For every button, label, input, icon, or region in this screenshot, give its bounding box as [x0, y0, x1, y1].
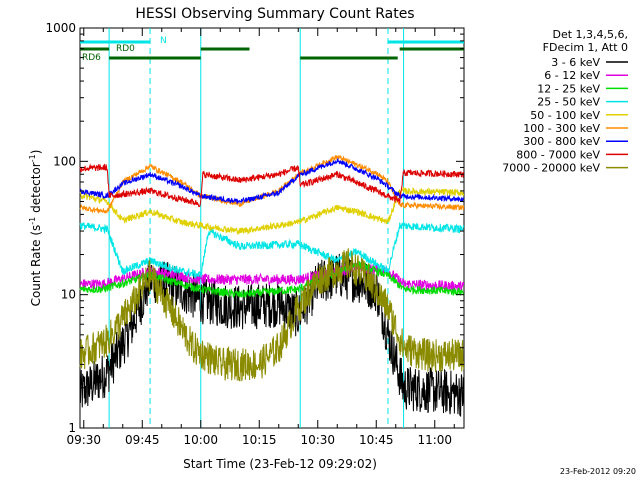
- y-axis-label-part3: ): [29, 150, 43, 155]
- legend-label-1: 6 - 12 keV: [544, 69, 600, 82]
- legend-label-0: 3 - 6 keV: [551, 56, 600, 69]
- series-line-5: [79, 154, 465, 215]
- x-tick-label-0: 09:30: [66, 433, 101, 447]
- plot-frame: [79, 27, 465, 429]
- series-line-2: [79, 261, 465, 298]
- legend-header-line2: FDecim 1, Att 0: [543, 41, 628, 54]
- y-tick-label-3: 1000: [45, 21, 76, 35]
- series-line-0: [79, 253, 465, 417]
- x-tick-label-1: 09:45: [125, 433, 160, 447]
- y-axis-label: Count Rate (s-1 detector-1): [28, 150, 43, 307]
- series-line-6: [79, 158, 465, 205]
- y-axis-label-part2: detector: [29, 162, 43, 217]
- y-axis-label-sup1: -1: [28, 217, 37, 225]
- legend-label-5: 100 - 300 keV: [523, 122, 600, 135]
- flag-label-0: N: [160, 36, 167, 46]
- y-tick-label-0: 1: [68, 421, 76, 435]
- x-tick-label-4: 10:30: [300, 433, 335, 447]
- legend-label-8: 7000 - 20000 keV: [502, 162, 600, 175]
- x-tick-label-5: 10:45: [359, 433, 394, 447]
- series-line-7: [79, 163, 465, 208]
- chart-title: HESSI Observing Summary Count Rates: [135, 6, 414, 22]
- legend-label-6: 300 - 800 keV: [523, 135, 600, 148]
- series-line-4: [79, 186, 465, 236]
- y-axis-label-part1: Count Rate (s: [29, 225, 43, 307]
- series-line-8: [79, 248, 465, 382]
- series-layer: [79, 154, 465, 417]
- x-axis-label: Start Time (23-Feb-12 09:29:02): [183, 457, 377, 471]
- flag-label-1: RD0: [116, 44, 135, 54]
- flags-layer: N RD0 RD6: [80, 36, 464, 63]
- legend-label-7: 800 - 7000 keV: [516, 148, 600, 161]
- legend: Det 1,3,4,5,6, FDecim 1, Att 0 3 - 6 keV…: [502, 28, 628, 175]
- y-axis-label-sup2: -1: [28, 154, 37, 162]
- legend-label-3: 25 - 50 keV: [537, 96, 600, 109]
- x-tick-label-2: 10:00: [183, 433, 218, 447]
- y-tick-label-2: 100: [53, 154, 76, 168]
- x-tick-label-3: 10:15: [242, 433, 277, 447]
- y-tick-label-1: 10: [61, 288, 76, 302]
- generation-timestamp: 23-Feb-2012 09:20: [560, 467, 636, 476]
- legend-label-4: 50 - 100 keV: [530, 109, 600, 122]
- legend-header-line1: Det 1,3,4,5,6,: [552, 28, 628, 41]
- axes-layer: 09:30 09:45 10:00 10:15 10:30 10:45 11:00 1 10 10…: [45, 21, 464, 447]
- series-line-3: [79, 221, 465, 280]
- flag-label-2: RD6: [82, 53, 101, 63]
- legend-label-2: 12 - 25 keV: [537, 82, 600, 95]
- x-tick-label-6: 11:00: [417, 433, 452, 447]
